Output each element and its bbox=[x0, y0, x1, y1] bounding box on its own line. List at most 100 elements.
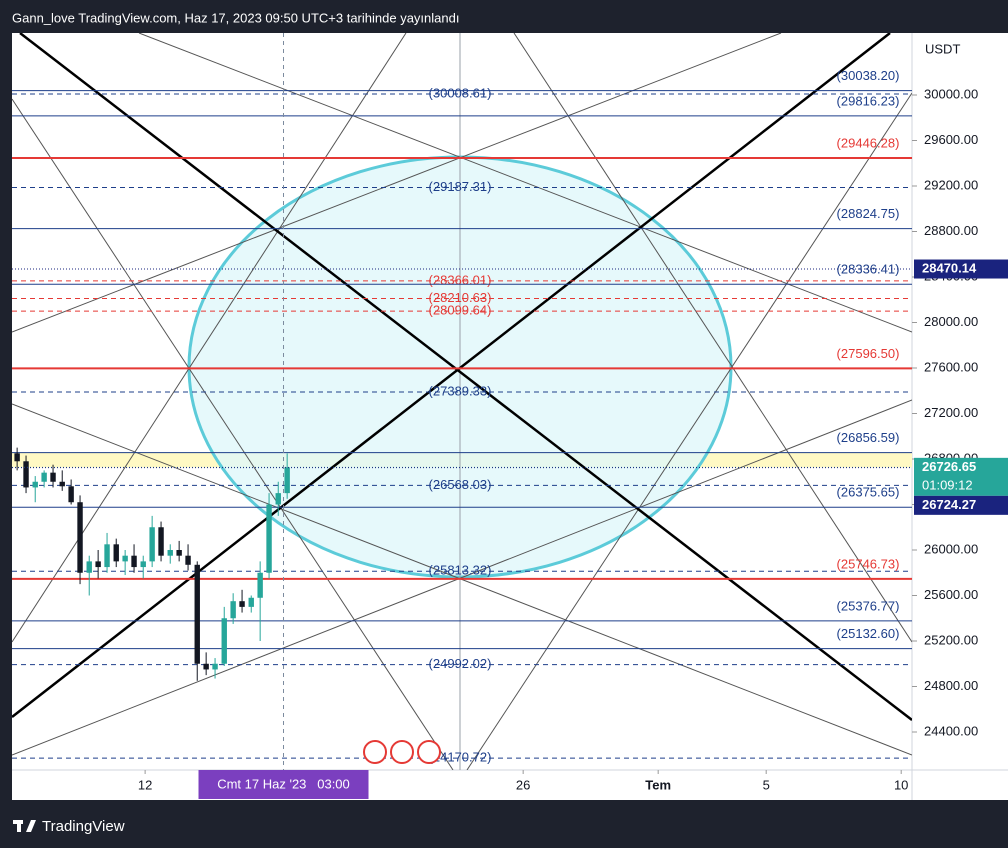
candle-body bbox=[86, 561, 92, 573]
level-label: (28824.75) bbox=[837, 206, 900, 221]
candle-body bbox=[23, 461, 29, 488]
level-label: (26568.03) bbox=[429, 477, 492, 492]
level-label: (28366.01) bbox=[429, 272, 492, 287]
event-icon bbox=[417, 740, 441, 764]
price-badge-label: 26726.65 bbox=[922, 459, 976, 474]
gann-line bbox=[138, 33, 912, 333]
gann-line bbox=[19, 33, 912, 721]
candle-body bbox=[194, 564, 200, 664]
y-tick-label: 30000.00 bbox=[924, 86, 978, 101]
price-axis bbox=[912, 33, 1008, 770]
y-tick-label: 29600.00 bbox=[924, 132, 978, 147]
level-label: (25746.73) bbox=[837, 556, 900, 571]
gann-line bbox=[12, 33, 782, 333]
candle-body bbox=[68, 486, 74, 503]
footer-brand: TradingView bbox=[42, 818, 125, 835]
y-tick-label: 27600.00 bbox=[924, 359, 978, 374]
gann-line bbox=[12, 399, 912, 756]
level-label: (27389.33) bbox=[429, 383, 492, 398]
event-icon bbox=[363, 740, 387, 764]
candle-body bbox=[41, 472, 47, 482]
level-label: (29446.28) bbox=[837, 135, 900, 150]
level-label: (29816.23) bbox=[837, 93, 900, 108]
candle-body bbox=[95, 561, 101, 568]
y-tick-label: 26000.00 bbox=[924, 541, 978, 556]
event-icon bbox=[390, 740, 414, 764]
level-label: (28210.63) bbox=[429, 290, 492, 305]
y-tick-label: 24400.00 bbox=[924, 723, 978, 738]
drawings bbox=[12, 33, 912, 770]
candle-body bbox=[32, 481, 38, 488]
header-title: Gann_love TradingView.com, Haz 17, 2023 … bbox=[12, 10, 459, 25]
y-tick-label: 25600.00 bbox=[924, 587, 978, 602]
price-badge-timer: 01:09:12 bbox=[922, 477, 973, 492]
price-badge-label: 26724.27 bbox=[922, 497, 976, 512]
candle-body bbox=[167, 550, 173, 556]
candle-body bbox=[59, 481, 65, 487]
candle-body bbox=[248, 597, 254, 607]
event-icons bbox=[363, 740, 441, 764]
footer-logo bbox=[13, 820, 36, 832]
x-tick-label: Tem bbox=[645, 777, 671, 792]
currency-label: USDT bbox=[925, 41, 960, 56]
x-tick-label: 10 bbox=[894, 777, 908, 792]
gann-line bbox=[12, 33, 891, 718]
candle-body bbox=[149, 527, 155, 562]
price-badge-label: 28470.14 bbox=[922, 260, 977, 275]
candle-body bbox=[257, 572, 263, 598]
x-tick-label: 5 bbox=[763, 777, 770, 792]
candle-body bbox=[185, 555, 191, 565]
price-badge bbox=[914, 495, 1008, 515]
candle-body bbox=[104, 544, 110, 568]
level-label: (25376.77) bbox=[837, 598, 900, 613]
x-tick-label: 12 bbox=[138, 777, 152, 792]
candle-body bbox=[176, 550, 182, 556]
y-tick-label: 28000.00 bbox=[924, 314, 978, 329]
candle-body bbox=[230, 601, 236, 619]
level-label: (25132.60) bbox=[837, 626, 900, 641]
level-label: (24992.02) bbox=[429, 656, 492, 671]
level-label: (29187.31) bbox=[429, 179, 492, 194]
candle-body bbox=[113, 544, 119, 562]
level-label: (30008.61) bbox=[429, 85, 492, 100]
candle-body bbox=[284, 467, 290, 494]
crosshair-badge bbox=[198, 770, 369, 799]
y-tick-label: 28800.00 bbox=[924, 223, 978, 238]
x-tick-label: 26 bbox=[516, 777, 530, 792]
gann-main-lines bbox=[12, 33, 912, 721]
level-label: (26856.59) bbox=[837, 430, 900, 445]
gann-line bbox=[466, 92, 912, 770]
logo-part bbox=[17, 820, 21, 832]
price-badge bbox=[914, 457, 1008, 496]
candle-body bbox=[50, 472, 56, 482]
gann-line bbox=[513, 33, 912, 643]
candle-body bbox=[221, 618, 227, 664]
plot-layer: (30008.61) (29187.31) (28366.01) (28210.63)… bbox=[12, 33, 912, 770]
level-label: (27596.50) bbox=[837, 346, 900, 361]
y-tick-label: 27200.00 bbox=[924, 405, 978, 420]
logo-part bbox=[26, 820, 36, 832]
level-label: (30038.20) bbox=[837, 68, 900, 83]
candle-body bbox=[266, 504, 272, 573]
gann-line bbox=[12, 98, 454, 770]
y-tick-label: 24800.00 bbox=[924, 678, 978, 693]
level-label: (26375.65) bbox=[837, 485, 900, 500]
price-badge bbox=[914, 259, 1008, 279]
time-axis bbox=[12, 770, 1008, 800]
level-label: (24170.72) bbox=[429, 750, 492, 765]
level-label: (25813.32) bbox=[429, 563, 492, 578]
level-label: (28099.64) bbox=[429, 303, 492, 318]
y-tick-label: 29200.00 bbox=[924, 177, 978, 192]
y-tick-label: 25200.00 bbox=[924, 632, 978, 647]
candle-body bbox=[275, 493, 281, 505]
candle-body bbox=[203, 663, 209, 670]
crosshair-label: Cmt 17 Haz '23 03:00 bbox=[217, 776, 350, 791]
candle-body bbox=[122, 555, 128, 562]
candle-body bbox=[212, 663, 218, 670]
candle-body bbox=[77, 502, 83, 573]
candle-body bbox=[14, 453, 20, 462]
candle-body bbox=[131, 555, 137, 568]
candle-body bbox=[158, 527, 164, 556]
